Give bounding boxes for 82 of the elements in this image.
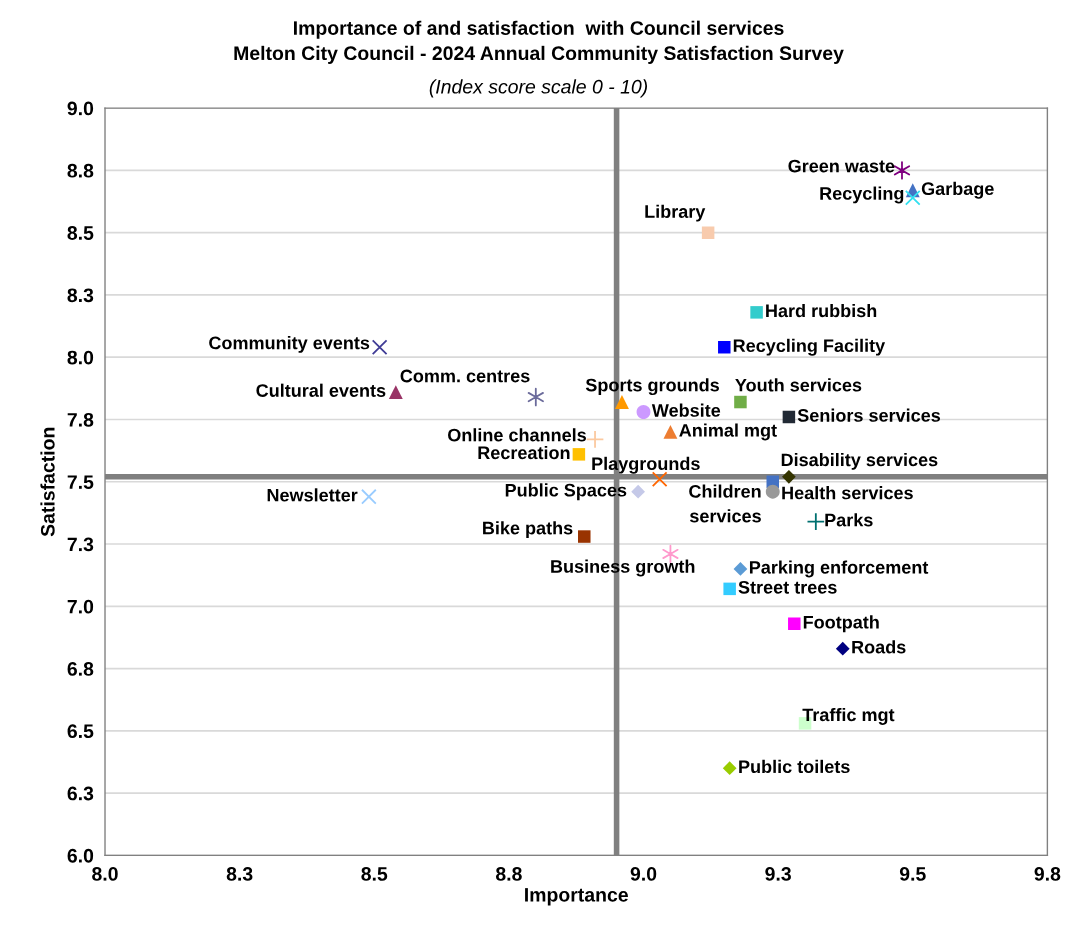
- point: [835, 641, 850, 656]
- series-label: Recycling Facility: [733, 338, 886, 356]
- series-label: Animal mgt: [679, 423, 777, 441]
- y-tick-label: 8.5: [67, 226, 94, 240]
- point: [663, 424, 678, 439]
- x-axis-title: Importance: [525, 888, 628, 906]
- y-tick-label: 9.0: [67, 101, 94, 116]
- x-tick-label: 9.3: [765, 867, 791, 881]
- series-label: Parking enforcement: [749, 560, 929, 578]
- x-tick-label: 8.3: [226, 867, 253, 881]
- point: [701, 226, 715, 239]
- series-label: Public toilets: [739, 759, 850, 774]
- y-tick-label: 7.0: [67, 599, 94, 614]
- series-label: Business growth: [551, 559, 695, 577]
- series-label: Garbage: [921, 181, 994, 199]
- y-tick-label: 6.3: [67, 786, 94, 801]
- series-label: Youth services: [735, 378, 862, 392]
- series-label: Sports grounds: [585, 378, 719, 396]
- series-label: Bike paths: [483, 521, 573, 539]
- series-label: Recreation: [478, 445, 570, 460]
- chart-subtitle: (Index score scale 0 - 10): [429, 79, 648, 98]
- series-label: Library: [645, 204, 706, 222]
- point: [572, 448, 586, 461]
- point: [733, 562, 748, 576]
- point: [361, 488, 377, 505]
- y-tick-label: 8.8: [67, 163, 94, 178]
- y-tick-label: 8.0: [67, 350, 94, 365]
- x-tick-label: 8.8: [495, 867, 522, 881]
- point: [723, 582, 736, 596]
- series-label: Disability services: [781, 452, 938, 470]
- y-tick-label: 6.8: [67, 662, 94, 676]
- point: [388, 385, 403, 400]
- point: [734, 395, 747, 409]
- x-tick-label: 8.5: [361, 867, 388, 881]
- series-label: Hard rubbish: [766, 303, 877, 318]
- y-tick-label: 7.3: [67, 537, 94, 552]
- series-label: Cultural events: [256, 383, 386, 397]
- y-tick-label: 6.0: [67, 848, 94, 863]
- x-tick-label: 8.0: [92, 867, 118, 881]
- point: [527, 387, 544, 407]
- series-label: Online channels: [448, 428, 586, 442]
- point: [585, 430, 605, 449]
- series-label: Recycling: [820, 186, 904, 204]
- series-label: Playgrounds: [592, 456, 700, 474]
- point: [904, 189, 921, 206]
- point: [782, 469, 796, 484]
- point: [615, 395, 629, 409]
- point: [631, 484, 645, 499]
- series-label: Website: [651, 403, 721, 417]
- point: [893, 161, 911, 180]
- series-label: Seniors services: [797, 408, 941, 422]
- y-tick-label: 6.5: [67, 724, 94, 739]
- series-label: Newsletter: [267, 488, 358, 502]
- point: [578, 530, 591, 543]
- point: [718, 340, 731, 354]
- series-label: Traffic mgt: [802, 707, 895, 725]
- series-label: Street trees: [738, 580, 837, 594]
- series-label: Public Spaces: [505, 483, 627, 501]
- y-tick-label: 7.8: [67, 412, 94, 427]
- x-tick-label: 9.5: [899, 867, 926, 881]
- series-label: Parks: [825, 513, 873, 527]
- y-tick-label: 7.5: [67, 475, 94, 489]
- point: [765, 484, 780, 499]
- point: [722, 761, 737, 776]
- series-label: Children services: [689, 484, 761, 523]
- series-label: Comm. centres: [400, 369, 530, 383]
- y-axis-title: Satisfaction: [40, 427, 55, 537]
- series-label: Health services: [782, 486, 913, 500]
- series-label: Roads: [852, 640, 906, 654]
- series-label: Community events: [209, 336, 370, 353]
- point: [806, 512, 826, 531]
- x-tick-label: 9.8: [1034, 867, 1061, 881]
- point: [782, 410, 796, 424]
- point: [371, 339, 388, 356]
- point: [750, 306, 763, 319]
- x-tick-label: 9.0: [630, 867, 657, 881]
- y-tick-label: 8.3: [67, 288, 94, 303]
- point: [636, 405, 651, 419]
- chart-title: Importance of and satisfaction with Council services Melton City Council - 2024 Annual Community Satisfaction Survey: [234, 20, 844, 64]
- series-label: Footpath: [803, 615, 879, 633]
- point: [788, 617, 801, 630]
- series-label: Green waste: [788, 159, 895, 173]
